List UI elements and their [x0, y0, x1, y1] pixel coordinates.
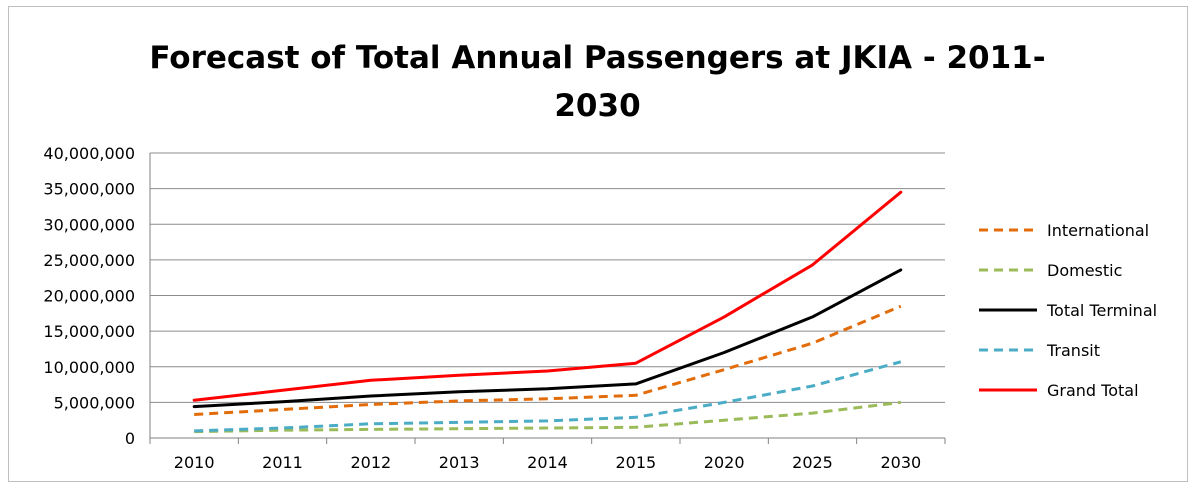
y-tick-label: 15,000,000 [43, 322, 135, 341]
x-tick-label: 2025 [792, 453, 833, 472]
series-line-international [194, 304, 902, 416]
series-line-transit [194, 360, 902, 433]
x-tick-label: 2011 [262, 453, 303, 472]
x-tick-label: 2014 [527, 453, 568, 472]
legend-label: Transit [1046, 341, 1100, 360]
x-tick-label: 2030 [880, 453, 921, 472]
chart-title-line-2: 2030 [554, 88, 641, 124]
chart-title-line-1: Forecast of Total Annual Passengers at J… [149, 40, 1046, 76]
x-tick-label: 2012 [350, 453, 391, 472]
y-tick-label: 25,000,000 [43, 251, 135, 270]
legend-label: Domestic [1047, 261, 1122, 280]
legend-label: Total Terminal [1046, 301, 1157, 320]
y-tick-label: 10,000,000 [43, 358, 135, 377]
series-line-domestic [194, 400, 901, 434]
y-tick-label: 30,000,000 [43, 215, 135, 234]
y-tick-label: 20,000,000 [43, 287, 135, 306]
series-line-grand-total [192, 190, 903, 402]
y-tick-label: 5,000,000 [54, 393, 135, 412]
y-tick-label: 35,000,000 [43, 180, 135, 199]
gridlines [150, 152, 945, 439]
series-line-total-terminal [192, 268, 903, 409]
x-tick-label: 2015 [615, 453, 656, 472]
y-tick-label: 0 [125, 429, 135, 448]
x-tick-label: 2010 [174, 453, 215, 472]
x-tick-label: 2013 [439, 453, 480, 472]
chart-title: Forecast of Total Annual Passengers at J… [0, 34, 1195, 130]
legend-label: International [1047, 221, 1149, 240]
axes: 0 5,000,000 10,000,000 15,000,000 20,000,000… [43, 144, 946, 472]
legend-label: Grand Total [1047, 381, 1139, 400]
legend: International Domestic Total Terminal Trans… [979, 221, 1157, 400]
x-tick-label: 2020 [704, 453, 745, 472]
series-lines [192, 190, 903, 434]
y-tick-label: 40,000,000 [43, 144, 135, 163]
